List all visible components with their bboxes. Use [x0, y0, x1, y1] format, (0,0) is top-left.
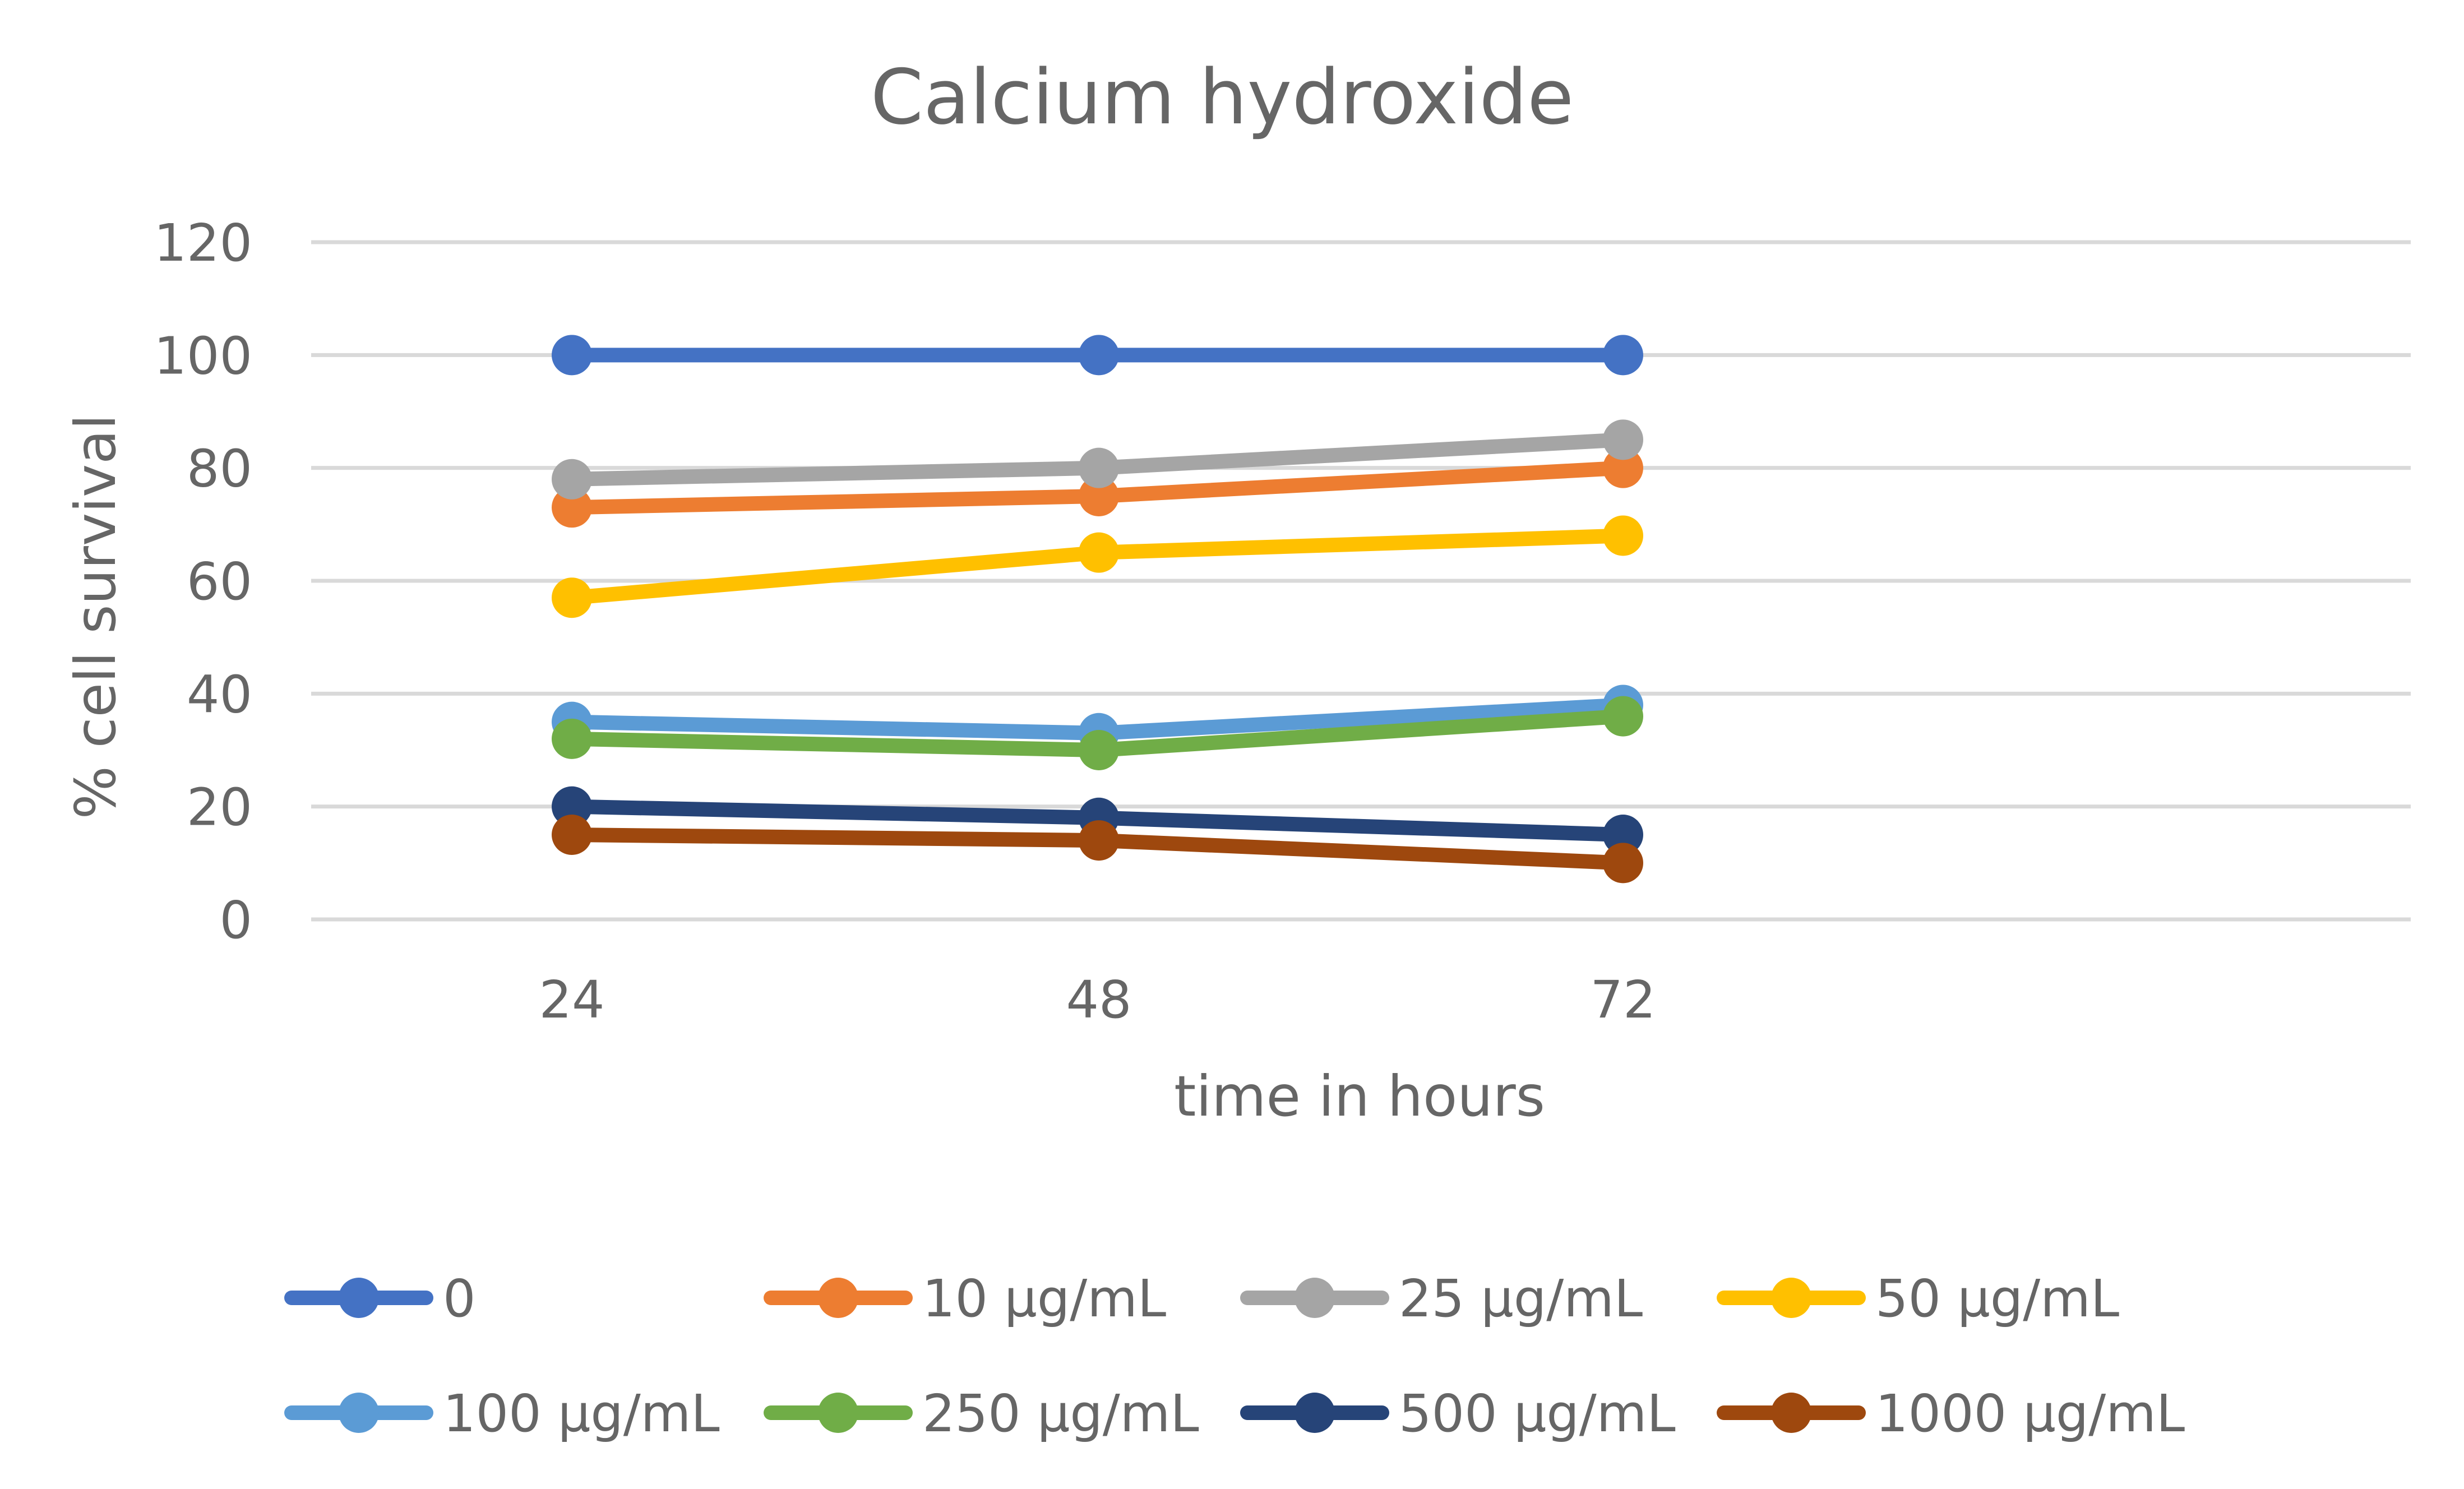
gridlines: [311, 240, 2411, 922]
legend-marker: [1295, 1278, 1335, 1318]
legend-marker: [818, 1278, 858, 1318]
x-axis-ticks: 24 48 72: [539, 970, 1656, 1030]
legend-marker: [339, 1278, 379, 1318]
series-1: [552, 447, 1643, 528]
data-point: [1079, 820, 1119, 861]
y-axis-title: % cell survival: [63, 414, 128, 819]
legend-item: 0: [284, 1269, 476, 1329]
y-tick-label: 0: [219, 890, 252, 950]
legend-item: 1000 µg/mL: [1717, 1384, 2185, 1444]
legend-label: 0: [443, 1269, 476, 1329]
legend-item: 10 µg/mL: [764, 1269, 1166, 1329]
x-tick-label: 72: [1590, 970, 1656, 1030]
series-7: [552, 815, 1643, 884]
data-point: [552, 335, 592, 376]
data-point: [1079, 335, 1119, 376]
legend-item: 250 µg/mL: [764, 1384, 1199, 1444]
legend-item: 500 µg/mL: [1240, 1384, 1676, 1444]
data-point: [1079, 447, 1119, 488]
x-tick-label: 48: [1066, 970, 1131, 1030]
legend-label: 100 µg/mL: [443, 1384, 720, 1444]
data-point: [1079, 532, 1119, 573]
x-axis-title: time in hours: [1174, 1063, 1545, 1129]
legend-marker: [1295, 1393, 1335, 1433]
legend-label: 10 µg/mL: [922, 1269, 1166, 1329]
y-tick-label: 20: [187, 778, 252, 838]
y-tick-label: 100: [154, 326, 252, 386]
legend-label: 25 µg/mL: [1399, 1269, 1643, 1329]
legend-marker: [1771, 1393, 1811, 1433]
y-axis-ticks: 0 20 40 60 80 100 120: [154, 213, 252, 950]
data-point: [552, 718, 592, 759]
data-point: [552, 459, 592, 500]
legend-label: 1000 µg/mL: [1875, 1384, 2185, 1444]
legend: 0 10 µg/mL 25 µg/mL 50 µg/mL 100 µg/mL 250 µg…: [284, 1269, 2185, 1444]
data-point: [1603, 335, 1643, 376]
y-tick-label: 60: [187, 552, 252, 612]
series-2: [552, 419, 1643, 500]
data-point: [1603, 815, 1643, 855]
legend-item: 50 µg/mL: [1717, 1269, 2119, 1329]
legend-label: 50 µg/mL: [1875, 1269, 2119, 1329]
legend-item: 25 µg/mL: [1240, 1269, 1643, 1329]
data-point: [552, 487, 592, 528]
data-point: [1079, 730, 1119, 770]
legend-marker: [818, 1393, 858, 1433]
chart-title: Calcium hydroxide: [871, 53, 1574, 141]
legend-label: 250 µg/mL: [922, 1384, 1199, 1444]
legend-item: 100 µg/mL: [284, 1384, 720, 1444]
data-point: [1603, 419, 1643, 460]
data-point: [552, 815, 592, 855]
series-0: [552, 335, 1643, 376]
legend-marker: [339, 1393, 379, 1433]
data-point: [1603, 447, 1643, 488]
data-point: [1603, 843, 1643, 884]
series-lines: [552, 335, 1643, 884]
series-5: [552, 696, 1643, 770]
y-tick-label: 40: [187, 664, 252, 724]
series-3: [552, 515, 1643, 618]
y-tick-label: 120: [154, 213, 252, 273]
data-point: [1603, 696, 1643, 737]
data-point: [1079, 476, 1119, 516]
legend-label: 500 µg/mL: [1399, 1384, 1676, 1444]
y-tick-label: 80: [187, 439, 252, 499]
data-point: [1603, 515, 1643, 556]
data-point: [552, 577, 592, 618]
x-tick-label: 24: [539, 970, 604, 1030]
data-point: [552, 786, 592, 827]
legend-marker: [1771, 1278, 1811, 1318]
